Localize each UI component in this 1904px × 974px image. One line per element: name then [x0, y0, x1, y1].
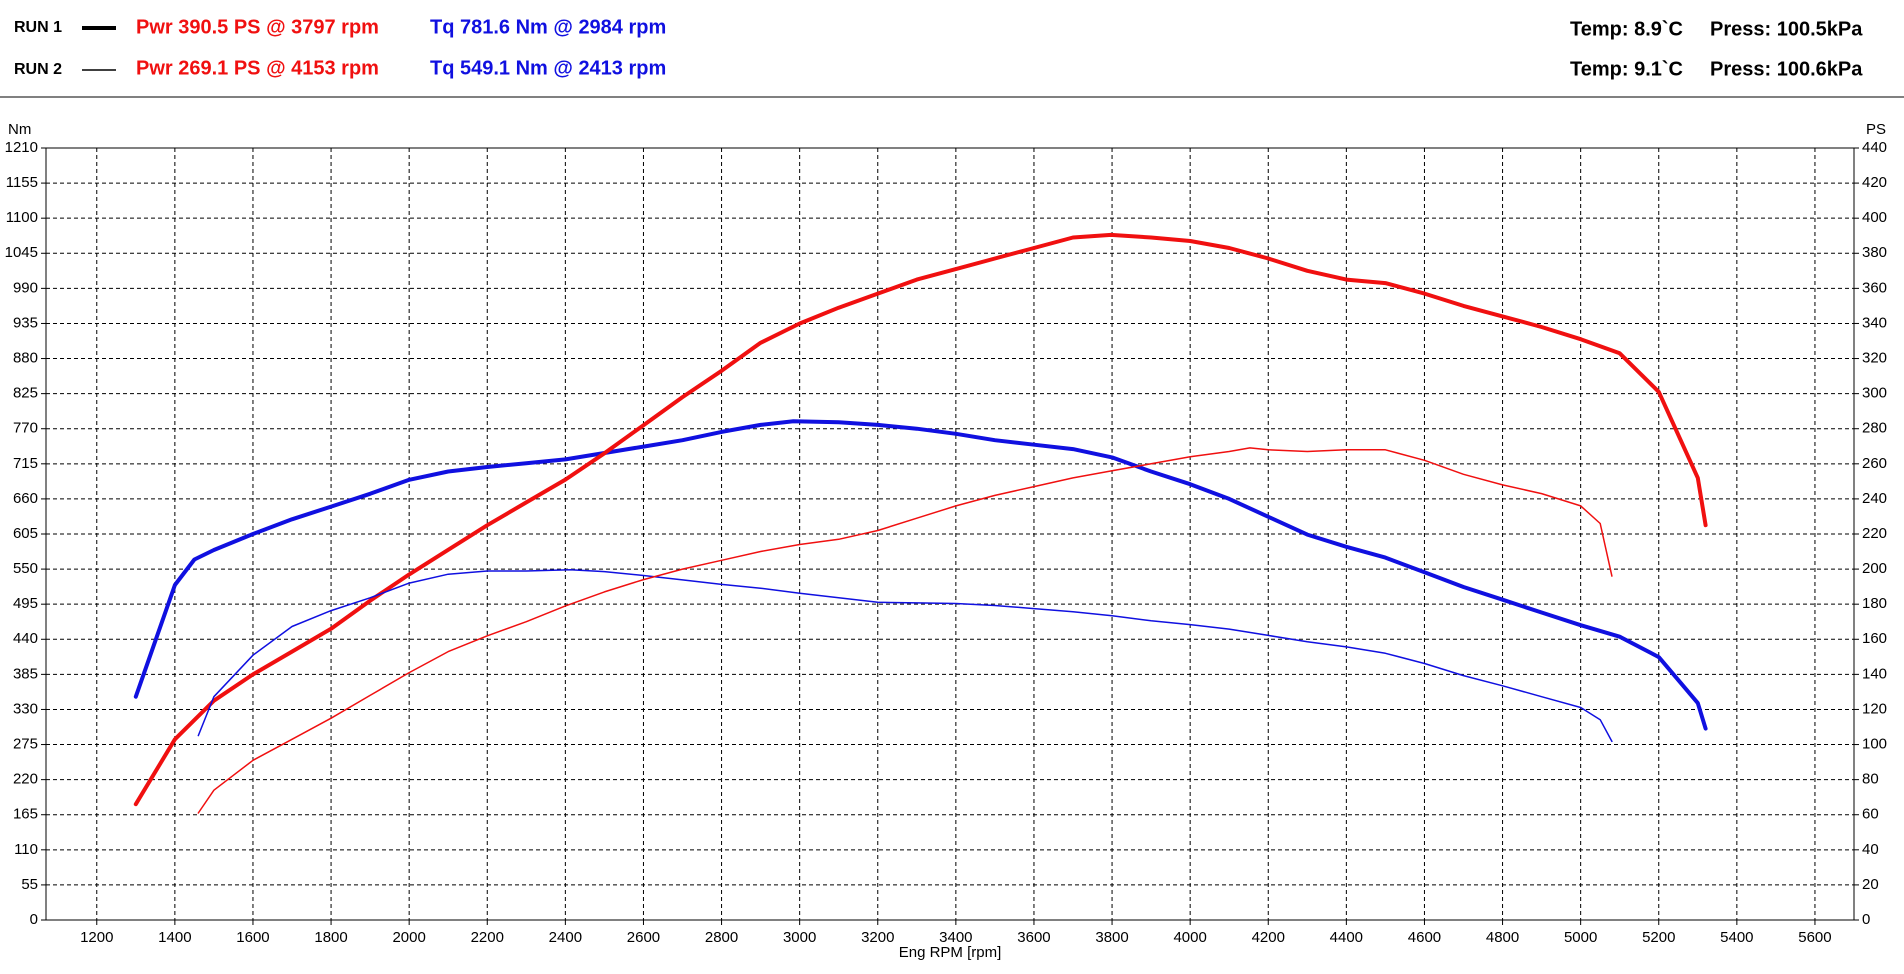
data-line — [133, 232, 1708, 807]
x-tick-label: 1600 — [236, 929, 269, 946]
y-tick-label: 220 — [13, 771, 38, 788]
y2-tick-label: 180 — [1862, 595, 1887, 612]
run-label: RUN 1 — [14, 19, 62, 36]
y2-tick-label: 60 — [1862, 806, 1879, 823]
y-tick-label: 1045 — [5, 244, 38, 261]
data-line — [133, 419, 1708, 731]
torque-peak: Tq 549.1 Nm @ 2413 rpm — [430, 57, 666, 79]
y2-tick-label: 80 — [1862, 771, 1879, 788]
y2-tick-label: 260 — [1862, 455, 1887, 472]
y-tick-label: 715 — [13, 455, 38, 472]
y2-tick-label: 200 — [1862, 560, 1887, 577]
y-tick-label: 825 — [13, 385, 38, 402]
y2-tick-label: 420 — [1862, 174, 1887, 191]
x-tick-label: 2400 — [549, 929, 582, 946]
x-tick-label: 4000 — [1173, 929, 1206, 946]
x-axis-label: Eng RPM [rpm] — [899, 944, 1002, 961]
y-axis-label: Nm — [8, 121, 31, 138]
y-tick-label: 330 — [13, 700, 38, 717]
y-tick-label: 495 — [13, 595, 38, 612]
y2-tick-label: 380 — [1862, 244, 1887, 261]
y-tick-label: 605 — [13, 525, 38, 542]
y-tick-label: 1155 — [6, 174, 38, 191]
x-tick-label: 5000 — [1564, 929, 1597, 946]
y-tick-label: 55 — [21, 876, 38, 893]
y-tick-label: 1210 — [5, 139, 38, 156]
x-tick-label: 3800 — [1095, 929, 1128, 946]
x-tick-label: 2200 — [471, 929, 504, 946]
y-tick-label: 385 — [13, 665, 38, 682]
y-tick-label: 935 — [13, 314, 38, 331]
y2-tick-label: 440 — [1862, 139, 1887, 156]
y-tick-label: 440 — [13, 630, 38, 647]
power-peak: Pwr 269.1 PS @ 4153 rpm — [136, 57, 379, 79]
x-tick-label: 2000 — [392, 929, 425, 946]
y2-tick-label: 40 — [1862, 841, 1879, 858]
x-tick-label: 4600 — [1408, 929, 1441, 946]
y2-tick-label: 0 — [1862, 911, 1870, 928]
y-tick-label: 880 — [13, 350, 38, 367]
y2-tick-label: 120 — [1862, 700, 1887, 717]
y-tick-label: 770 — [13, 420, 38, 437]
x-tick-label: 1400 — [158, 929, 191, 946]
y2-tick-label: 240 — [1862, 490, 1887, 507]
x-tick-label: 2600 — [627, 929, 660, 946]
y-tick-label: 165 — [13, 806, 38, 823]
y-tick-label: 1100 — [6, 209, 38, 226]
y-tick-label: 0 — [30, 911, 38, 928]
x-tick-label: 4800 — [1486, 929, 1519, 946]
x-tick-label: 3200 — [861, 929, 894, 946]
run-label: RUN 2 — [14, 61, 62, 78]
power-peak: Pwr 390.5 PS @ 3797 rpm — [136, 16, 379, 38]
x-tick-label: 4400 — [1330, 929, 1363, 946]
torque-peak: Tq 781.6 Nm @ 2984 rpm — [430, 16, 666, 38]
x-tick-label: 1800 — [314, 929, 347, 946]
plot-frame — [45, 147, 1855, 921]
y2-tick-label: 100 — [1862, 736, 1887, 753]
y-tick-label: 550 — [13, 560, 38, 577]
y-tick-label: 275 — [13, 736, 38, 753]
temperature: Temp: 8.9`C — [1570, 18, 1683, 40]
x-tick-label: 5400 — [1720, 929, 1753, 946]
pressure: Press: 100.6kPa — [1710, 58, 1863, 80]
x-tick-label: 2800 — [705, 929, 738, 946]
y-tick-label: 990 — [13, 279, 38, 296]
x-tick-label: 4200 — [1252, 929, 1285, 946]
x-tick-label: 5200 — [1642, 929, 1675, 946]
pressure: Press: 100.5kPa — [1710, 18, 1863, 40]
y2-tick-label: 360 — [1862, 279, 1887, 296]
y2-axis-label: PS — [1866, 121, 1886, 138]
y2-tick-label: 280 — [1862, 420, 1887, 437]
x-tick-label: 3600 — [1017, 929, 1050, 946]
y-tick-label: 110 — [14, 841, 38, 858]
temperature: Temp: 9.1`C — [1570, 58, 1683, 80]
y2-tick-label: 20 — [1862, 876, 1879, 893]
y2-tick-label: 320 — [1862, 350, 1887, 367]
y2-tick-label: 220 — [1862, 525, 1887, 542]
data-line — [197, 568, 1613, 743]
y2-tick-label: 140 — [1862, 665, 1887, 682]
x-tick-label: 5600 — [1798, 929, 1831, 946]
y2-tick-label: 340 — [1862, 314, 1887, 331]
y2-tick-label: 160 — [1862, 630, 1887, 647]
y2-tick-label: 300 — [1862, 385, 1887, 402]
x-tick-label: 3000 — [783, 929, 816, 946]
y2-tick-label: 400 — [1862, 209, 1887, 226]
data-line — [197, 447, 1613, 814]
y-tick-label: 660 — [13, 490, 38, 507]
x-tick-label: 3400 — [939, 929, 972, 946]
x-tick-label: 1200 — [80, 929, 113, 946]
